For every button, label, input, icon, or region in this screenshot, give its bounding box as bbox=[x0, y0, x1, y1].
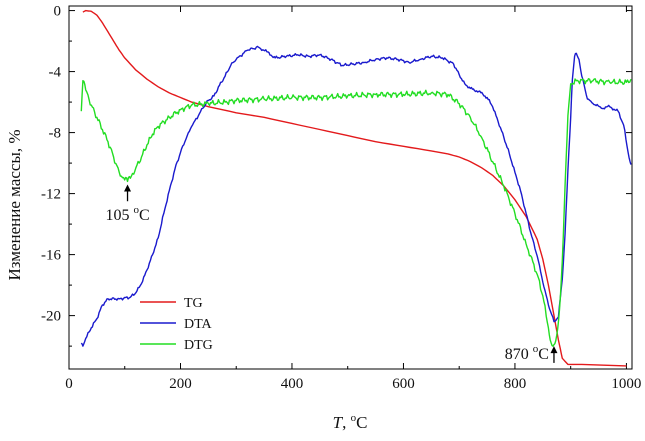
x-axis: 0 200 400 600 800 1000 bbox=[65, 6, 641, 392]
dtg-min-annotation-value: 105 bbox=[105, 207, 133, 224]
dtg-min-annotation-unit: C bbox=[139, 207, 150, 224]
y-tick-label: -16 bbox=[41, 248, 61, 264]
svg-text:T, oC: T, oC bbox=[333, 412, 368, 432]
y-axis: 0 -4 -8 -12 -16 -20 bbox=[41, 4, 632, 347]
x-axis-title-comma: , bbox=[342, 413, 351, 432]
dta-min-annotation-arrow-head bbox=[550, 346, 558, 354]
dta-min-annotation-label: 870 oC bbox=[505, 343, 549, 363]
x-tick-label: 400 bbox=[281, 376, 304, 392]
plot-area bbox=[68, 5, 633, 370]
x-axis-title-degree: o bbox=[351, 412, 357, 424]
y-tick-label: -8 bbox=[49, 126, 62, 142]
x-tick-label: 800 bbox=[504, 376, 527, 392]
y-tick-label: -20 bbox=[41, 309, 61, 325]
x-axis-title-variable: T bbox=[333, 413, 344, 432]
y-tick-label: -4 bbox=[49, 65, 62, 81]
series-line-tg bbox=[82, 9, 627, 367]
plot-frame bbox=[68, 5, 633, 370]
x-tick-label: 0 bbox=[65, 376, 73, 392]
y-tick-label: 0 bbox=[54, 4, 62, 20]
legend-label-tg: TG bbox=[184, 296, 203, 311]
x-tick-label: 1000 bbox=[611, 376, 641, 392]
dtg-min-annotation-degree: o bbox=[133, 204, 139, 216]
dtg-min-annotation-label: 105 oC bbox=[105, 204, 149, 224]
dtg-min-annotation-arrow-head bbox=[124, 184, 132, 192]
x-axis-title-unit: C bbox=[356, 413, 367, 432]
series-line-dtg bbox=[80, 78, 632, 347]
x-axis-title: T, oC bbox=[333, 412, 368, 432]
dta-min-annotation-degree: o bbox=[533, 343, 539, 355]
dta-min-annotation-unit: C bbox=[538, 346, 549, 363]
series-line-dta bbox=[80, 45, 632, 347]
legend-label-dtg: DTG bbox=[184, 338, 213, 353]
y-tick-label: -12 bbox=[41, 187, 61, 203]
legend: TG DTA DTG bbox=[140, 296, 213, 353]
y-axis-title: Изменение массы, % bbox=[5, 129, 24, 280]
legend-label-dta: DTA bbox=[184, 317, 213, 332]
series-layer bbox=[80, 9, 632, 367]
dta-min-annotation-value: 870 bbox=[505, 346, 533, 363]
x-tick-label: 200 bbox=[169, 376, 192, 392]
x-tick-label: 600 bbox=[392, 376, 415, 392]
